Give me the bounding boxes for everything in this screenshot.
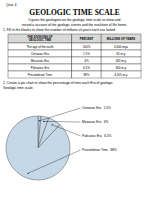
table-cell <box>8 71 72 78</box>
header-line: PERCENT <box>80 37 94 41</box>
table-cell <box>72 43 101 50</box>
page-label: Quiz 4 <box>6 3 16 7</box>
table-cell <box>101 50 141 57</box>
slice-category: Precambrian Time <box>82 148 108 152</box>
column-header: PERCENT <box>80 37 94 41</box>
title: GEOLOGIC TIME SCALE <box>29 8 119 17</box>
subtitle: record a account of the geologic events … <box>22 23 127 27</box>
slice-value: 1.5% <box>104 106 111 110</box>
slice-value: 4% <box>104 120 109 124</box>
leader-tip <box>43 121 44 122</box>
cell-text: Paleozoic Era <box>31 66 50 70</box>
cell-text: 300 m.y. <box>115 66 126 70</box>
cell-text: 65 m.y. <box>116 52 126 56</box>
cell-text: Mesozoic Era <box>31 59 50 63</box>
instruction: 1. Fill in the blanks to show the number… <box>3 28 116 32</box>
table-cell <box>8 50 72 57</box>
header-line: GEOLOGIC TIME <box>29 38 52 42</box>
instruction: Geologic time scale. <box>3 86 34 90</box>
slice-label: Paleozoic Era6.5% <box>82 134 112 138</box>
pie-slice <box>6 116 70 180</box>
table-cell <box>72 50 101 57</box>
leader-tip <box>27 173 28 174</box>
leader-line <box>28 150 81 173</box>
slice-label: Precambrian Time88% <box>82 148 117 152</box>
cell-text: 6.5% <box>83 66 90 70</box>
header-cell <box>8 34 72 43</box>
header-cell <box>101 34 141 43</box>
column-header: THE DIVISIONS OFGEOLOGIC TIME <box>27 35 52 42</box>
table-cell <box>101 57 141 64</box>
column-header: MILLIONS OF YEARS <box>107 37 136 41</box>
table-cell <box>101 43 141 50</box>
table-cell <box>101 64 141 71</box>
table-cell <box>101 71 141 78</box>
leader-line <box>39 108 80 121</box>
cell-text: 100% <box>83 45 91 49</box>
page: Quiz 4 GEOLOGIC TIME SCALEIt gives the ge… <box>0 0 149 198</box>
slice-label: Mesozoic Era4% <box>82 120 109 124</box>
slice-value: 6.5% <box>104 134 111 138</box>
leader-line <box>52 125 80 136</box>
cell-text: Cenozoic Era <box>31 52 49 56</box>
header-line: MILLIONS OF YEARS <box>107 37 136 41</box>
header-cell <box>72 34 101 43</box>
cell-text: 4,600 mya <box>114 45 128 49</box>
pie-labels: Cenozoic Era1.5% Mesozoic Era4% Paleozoic … <box>27 106 117 174</box>
cell-text: 88% <box>83 73 89 77</box>
pie <box>6 116 70 180</box>
cell-text: The age of the earth <box>26 45 53 49</box>
cell-text: 180 m.y. <box>115 59 126 63</box>
slice-category: Mesozoic Era <box>82 120 102 124</box>
leader-tip <box>39 120 40 121</box>
table-cell <box>72 64 101 71</box>
table-cell <box>8 64 72 71</box>
leader-line <box>44 121 81 123</box>
table-cell <box>72 71 101 78</box>
table-cell <box>72 57 101 64</box>
subtitle: It gives the geologists on the geologic … <box>29 18 121 22</box>
slice-category: Cenozoic Era <box>82 106 101 110</box>
cell-text: 4% <box>84 59 89 63</box>
table-cell <box>8 57 72 64</box>
cell-text: 1.5% <box>83 52 90 56</box>
instruction: 2. Create a pie chart to show the percen… <box>3 81 113 85</box>
cell-text: Precambrian Time <box>28 73 53 77</box>
slice-label: Cenozoic Era1.5% <box>82 106 111 110</box>
leader-tip <box>52 124 53 125</box>
slice-value: 88% <box>110 148 117 152</box>
cell-text: 4,055 m.y. <box>114 73 128 77</box>
table-cell <box>8 43 72 50</box>
slice-category: Paleozoic Era <box>82 134 102 138</box>
table: THE DIVISIONS OFGEOLOGIC TIME PERCENT MILL… <box>8 34 141 78</box>
